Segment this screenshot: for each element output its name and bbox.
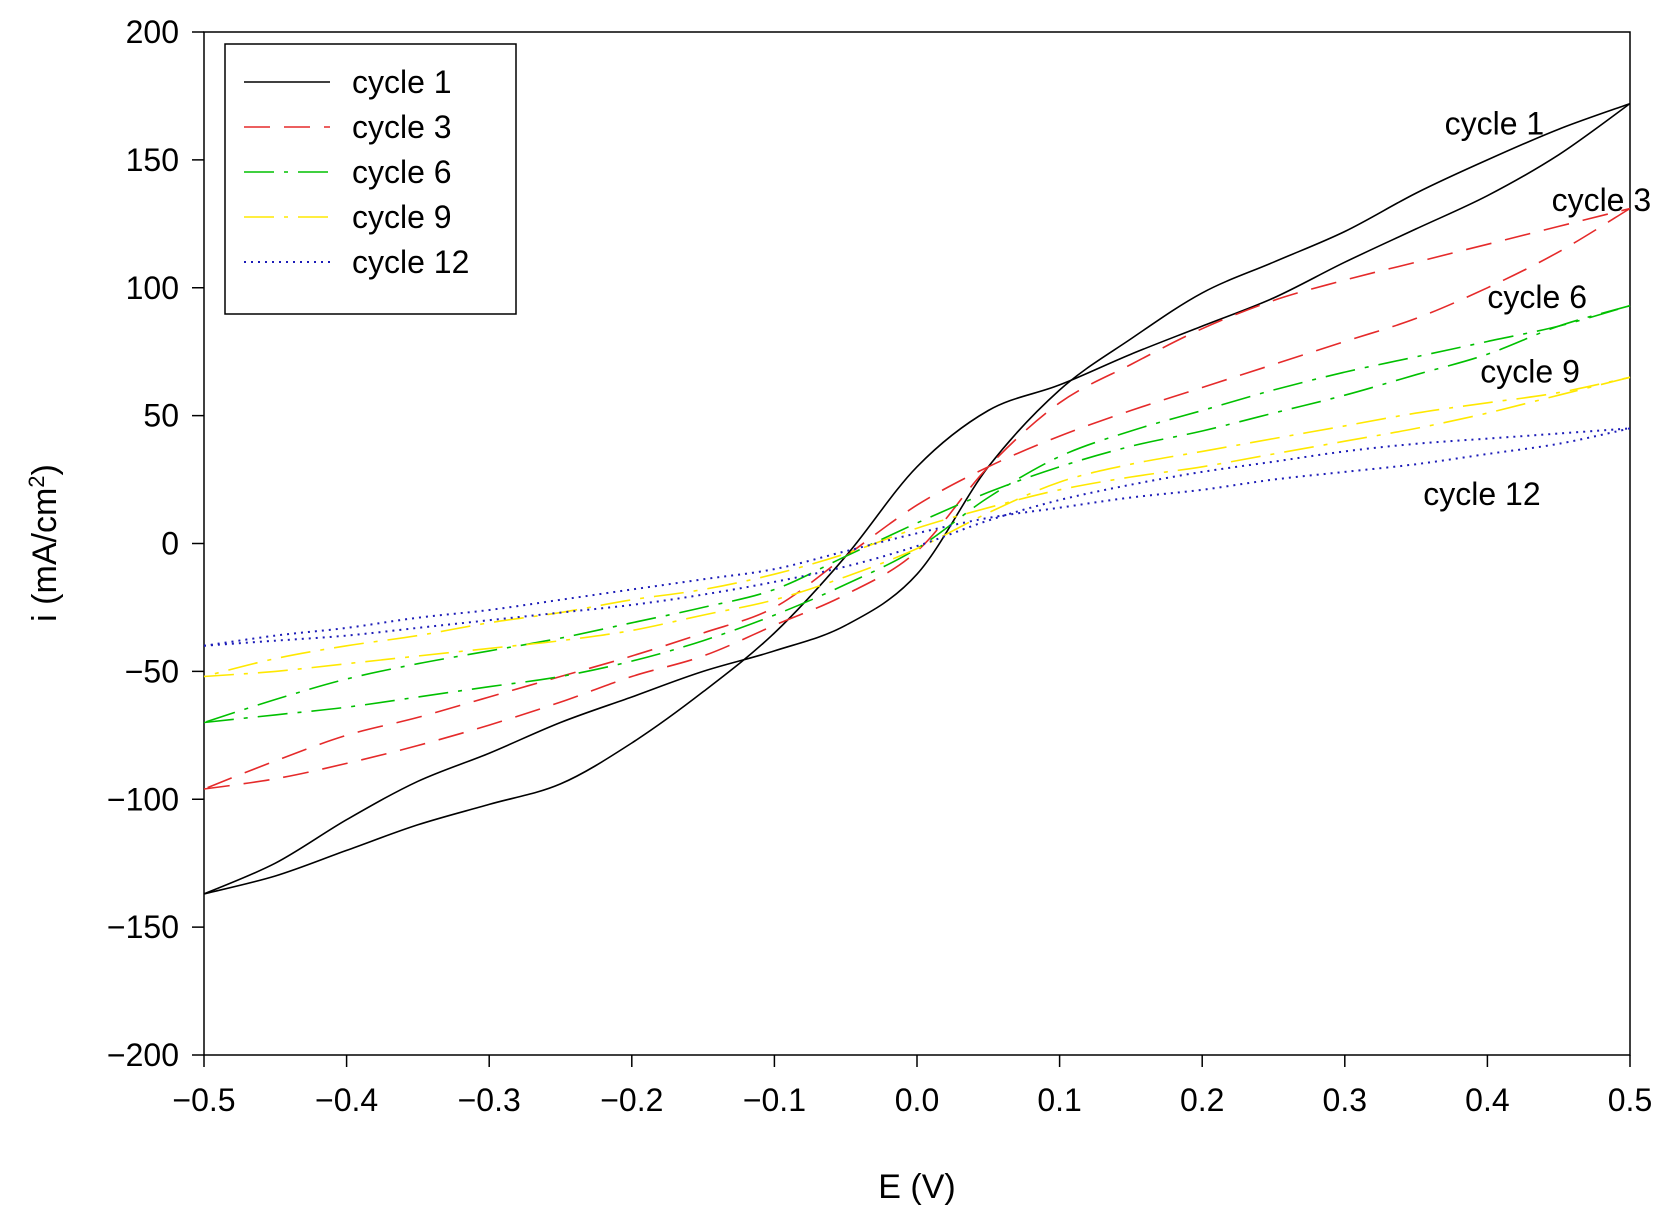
x-tick-label: 0.0 [895, 1082, 939, 1118]
y-axis-title-sup: 2 [24, 475, 49, 487]
y-axis-title: i (mA/cm2) [24, 464, 65, 622]
series-cycle-6-forward-sweep [203, 304, 1631, 724]
x-tick-label: −0.5 [172, 1082, 235, 1118]
y-axis-title-main: i (mA/cm [26, 488, 64, 622]
x-axis-ticks: −0.5 −0.4 −0.3 −0.2 −0.1 0.0 0.1 0.2 0.3 0.4 0.5 [172, 1055, 1652, 1118]
series-cycle-1-reverse-sweep [203, 102, 1631, 895]
series-cycle-12-reverse-sweep [203, 427, 1631, 647]
x-tick-label: 0.4 [1465, 1082, 1509, 1118]
series-cycle-9-forward-sweep [203, 376, 1631, 678]
legend-label-cycle-6: cycle 6 [352, 154, 452, 190]
x-tick-label: 0.3 [1323, 1082, 1367, 1118]
legend-box [224, 43, 517, 315]
curve-annotations: cycle 1 cycle 3 cycle 6 cycle 9 cycle 12 [1423, 105, 1651, 512]
x-tick-label: 0.1 [1037, 1082, 1081, 1118]
x-tick-label: 0.5 [1608, 1082, 1652, 1118]
y-tick-label: −50 [125, 653, 179, 689]
curve-label-cycle-1: cycle 1 [1445, 105, 1545, 141]
x-tick-label: −0.3 [458, 1082, 521, 1118]
series-cycle-12-forward-sweep [203, 427, 1631, 647]
y-tick-label: 0 [161, 526, 179, 562]
curve-label-cycle-9: cycle 9 [1480, 353, 1580, 389]
curve-label-cycle-12: cycle 12 [1423, 476, 1540, 512]
legend-label-cycle-9: cycle 9 [352, 199, 452, 235]
legend-label-cycle-1: cycle 1 [352, 64, 452, 100]
legend-items: cycle 1 cycle 3 cycle 6 cycle 9 cycle 12 [244, 64, 469, 280]
y-tick-label: 100 [126, 270, 179, 306]
legend: cycle 1 cycle 3 cycle 6 cycle 9 cycle 12 [224, 43, 517, 315]
y-tick-label: −150 [107, 909, 179, 945]
legend-label-cycle-12: cycle 12 [352, 244, 469, 280]
series-cycle-6-reverse-sweep [203, 304, 1631, 724]
y-axis-title-close: ) [26, 464, 64, 475]
x-tick-label: −0.2 [600, 1082, 663, 1118]
legend-label-cycle-3: cycle 3 [352, 109, 452, 145]
curve-label-cycle-6: cycle 6 [1487, 279, 1587, 315]
series-cycle-1-forward-sweep [203, 102, 1631, 895]
series-cycle-3-forward-sweep [203, 207, 1631, 790]
series-cycle-3-reverse-sweep [203, 207, 1631, 790]
series-layer [203, 102, 1631, 895]
x-axis-title: E (V) [878, 1168, 955, 1206]
series-cycle-9-reverse-sweep [203, 376, 1631, 678]
y-tick-label: −100 [107, 781, 179, 817]
y-tick-label: 200 [126, 14, 179, 50]
y-tick-label: −200 [107, 1037, 179, 1073]
y-axis-ticks: 200 150 100 50 0 −50 −100 −150 −200 [107, 14, 204, 1073]
curve-label-cycle-3: cycle 3 [1552, 182, 1652, 218]
y-tick-label: 150 [126, 142, 179, 178]
x-tick-label: −0.1 [743, 1082, 806, 1118]
x-tick-label: −0.4 [315, 1082, 378, 1118]
x-tick-label: 0.2 [1180, 1082, 1224, 1118]
y-tick-label: 50 [143, 398, 179, 434]
